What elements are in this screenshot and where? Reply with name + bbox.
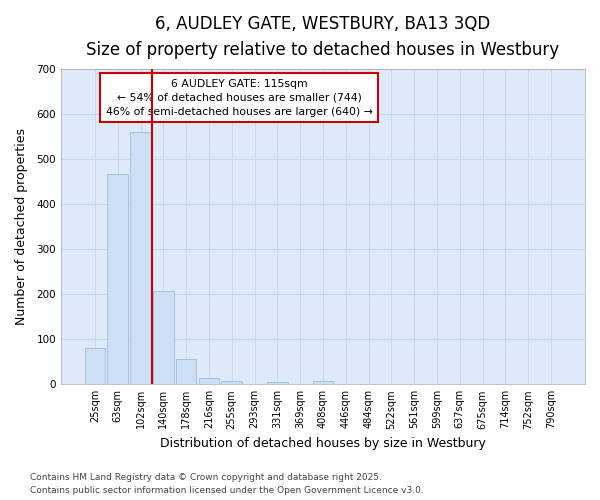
Bar [176,358,196,384]
Bar [221,381,242,384]
Bar [199,378,219,384]
Title: 6, AUDLEY GATE, WESTBURY, BA13 3QD
Size of property relative to detached houses : 6, AUDLEY GATE, WESTBURY, BA13 3QD Size … [86,15,559,60]
Text: Contains HM Land Registry data © Crown copyright and database right 2025.
Contai: Contains HM Land Registry data © Crown c… [30,474,424,495]
Y-axis label: Number of detached properties: Number of detached properties [15,128,28,326]
Bar [267,382,287,384]
Text: 6 AUDLEY GATE: 115sqm
← 54% of detached houses are smaller (744)
46% of semi-det: 6 AUDLEY GATE: 115sqm ← 54% of detached … [106,78,373,116]
Bar [85,348,105,384]
X-axis label: Distribution of detached houses by size in Westbury: Distribution of detached houses by size … [160,437,486,450]
Bar [130,132,151,384]
Bar [313,380,333,384]
Bar [107,174,128,384]
Bar [153,291,173,384]
